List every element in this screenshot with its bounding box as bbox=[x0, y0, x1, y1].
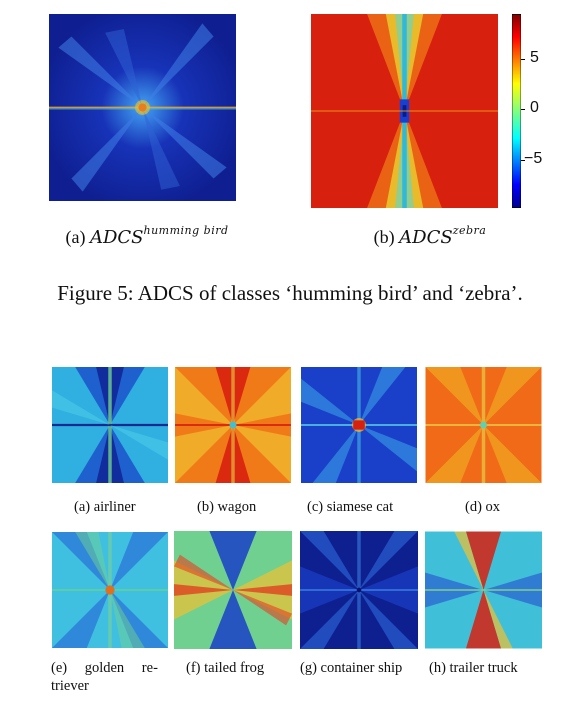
heatmap-golden-retriever bbox=[52, 532, 168, 648]
caption-airliner: (a) airliner bbox=[74, 499, 136, 515]
caption-golden-retriever-line2: triever bbox=[51, 678, 89, 694]
adcs-zebra-heatmap bbox=[311, 14, 498, 208]
caption-ox: (d) ox bbox=[465, 499, 501, 515]
colorbar bbox=[512, 14, 521, 208]
caption-tailed-frog: (f) tailed frog bbox=[186, 660, 265, 676]
colorbar-tick-0 bbox=[521, 109, 525, 110]
caption-wagon: (b) wagon bbox=[197, 499, 257, 515]
colorbar-tick-5 bbox=[521, 59, 525, 60]
heatmap-airliner bbox=[52, 367, 168, 483]
heatmap-wagon bbox=[175, 367, 291, 483]
caption-trailer-truck: (h) trailer truck bbox=[429, 660, 518, 676]
figure-5-caption: Figure 5: ADCS of classes ‘humming bird’… bbox=[57, 281, 523, 305]
adcs-humming-bird-heatmap bbox=[49, 14, 236, 201]
caption-b-zebra: (b) ADCSzebra bbox=[373, 224, 487, 248]
heatmap-siamese-cat bbox=[301, 367, 417, 483]
caption-a-humming-bird: (a) ADCShumming bird bbox=[65, 224, 229, 248]
caption-siamese-cat: (c) siamese cat bbox=[307, 499, 394, 515]
colorbar-tick-neg5 bbox=[521, 160, 525, 161]
heatmap-tailed-frog bbox=[174, 531, 292, 649]
caption-container-ship: (g) container ship bbox=[300, 660, 403, 676]
colorbar-label-0: 0 bbox=[530, 99, 539, 116]
colorbar-label-neg5: −5 bbox=[524, 150, 543, 167]
colorbar-label-5: 5 bbox=[530, 49, 539, 66]
heatmap-ox bbox=[425, 367, 542, 483]
heatmap-trailer-truck bbox=[425, 531, 542, 649]
caption-golden-retriever-line1: (e) golden re- bbox=[51, 660, 158, 676]
heatmap-container-ship bbox=[300, 531, 418, 649]
